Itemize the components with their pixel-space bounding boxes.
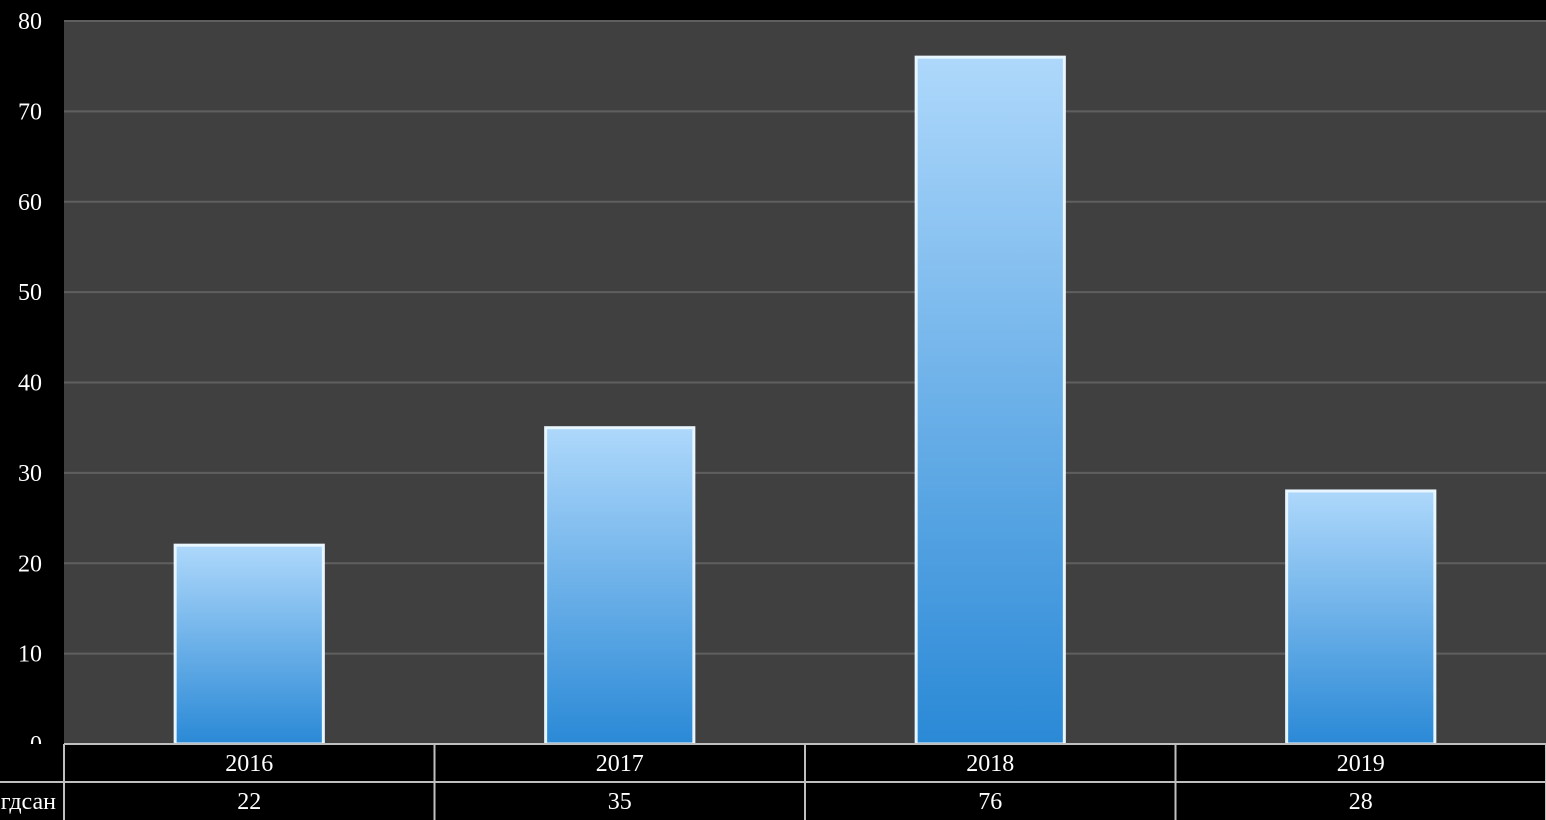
bars [173,55,1437,746]
y-tick-label: 70 [18,99,42,125]
y-tick-label: 50 [18,280,42,306]
series-name: …гдсан [0,789,56,815]
value-label: 22 [237,789,261,815]
bar [173,543,325,746]
bar [914,55,1066,746]
bar [1285,489,1437,746]
value-label: 35 [608,789,632,815]
y-tick-label: 80 [18,9,42,35]
y-tick-label: 30 [18,461,42,487]
category-label: 2016 [225,751,273,777]
value-label: 28 [1349,789,1373,815]
category-label: 2018 [966,751,1014,777]
value-label: 76 [978,789,1002,815]
y-tick-label: 40 [18,371,42,397]
y-tick-label: 60 [18,190,42,216]
y-axis-ticks: 01020304050607080 [18,9,42,758]
category-label: 2017 [596,751,644,777]
y-tick-label: 10 [18,642,42,668]
data-table: 2016 2017 2018 2019 22 35 76 28 …гдсан [0,743,1546,820]
y-tick-label: 20 [18,551,42,577]
bar [544,426,696,746]
category-label: 2019 [1337,751,1385,777]
